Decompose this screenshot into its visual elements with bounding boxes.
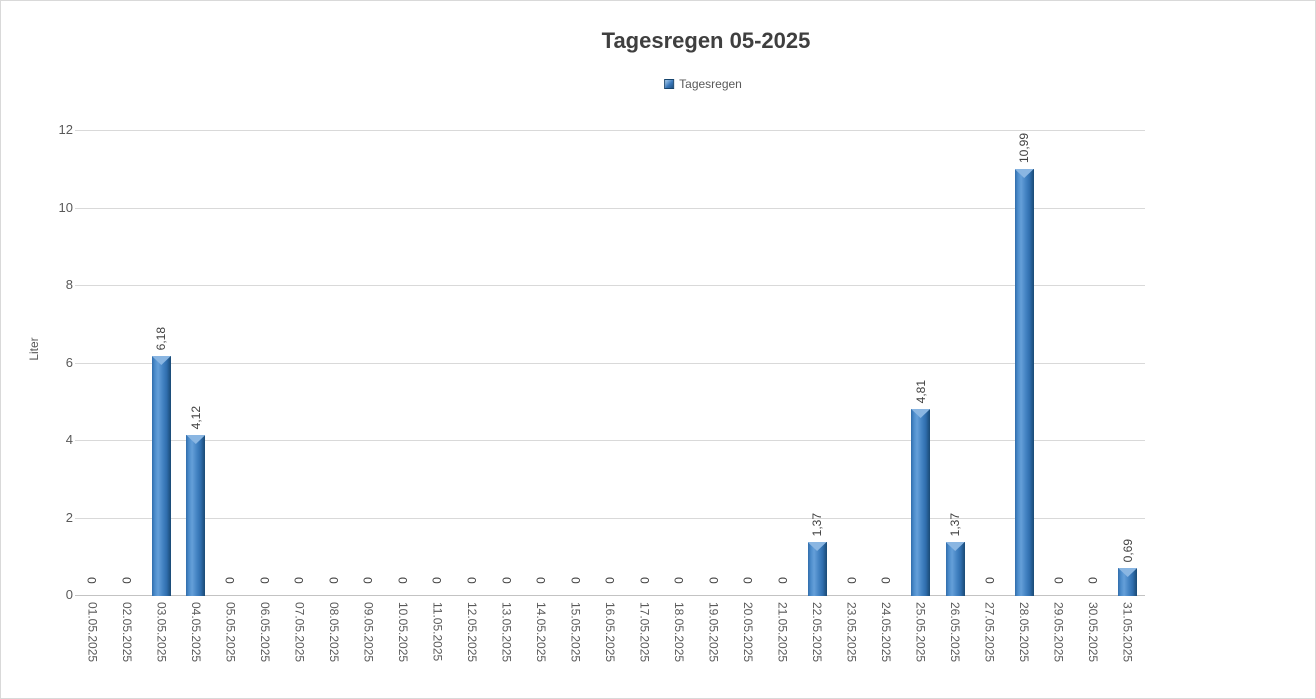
- bar: [151, 356, 171, 596]
- bar: [186, 435, 206, 596]
- x-axis-label: 12.05.2025: [464, 602, 479, 663]
- gridline: [75, 440, 1145, 441]
- zero-value-label: 0: [292, 577, 307, 584]
- x-axis-label: 24.05.2025: [879, 602, 894, 663]
- x-axis-label: 28.05.2025: [1017, 602, 1032, 663]
- x-axis-label: 16.05.2025: [603, 602, 617, 663]
- x-axis-label: 27.05.2025: [982, 602, 997, 663]
- gridline: [75, 130, 1145, 131]
- zero-value-label: 0: [603, 577, 617, 584]
- zero-value-label: 0: [534, 577, 548, 584]
- x-axis-label: 03.05.2025: [154, 602, 169, 663]
- x-axis-label: 06.05.2025: [257, 602, 272, 663]
- legend: Tagesregen: [664, 77, 742, 91]
- zero-value-label: 0: [637, 577, 652, 584]
- gridline: [75, 517, 1145, 519]
- zero-value-label: 0: [775, 577, 790, 584]
- x-axis-label: 08.05.2025: [326, 602, 341, 663]
- x-axis-label: 11.05.2025: [430, 602, 445, 662]
- zero-value-label: 0: [430, 577, 445, 584]
- x-axis-label: 07.05.2025: [292, 602, 307, 663]
- bar: [807, 542, 827, 596]
- zero-value-label: 0: [257, 577, 272, 584]
- x-axis-label: 13.05.2025: [499, 602, 514, 663]
- x-axis-label: 15.05.2025: [568, 602, 583, 663]
- x-axis-label: 31.05.2025: [1120, 602, 1135, 663]
- y-tick-label: 10: [58, 199, 73, 215]
- legend-swatch-icon: [664, 79, 675, 89]
- y-tick-label: 6: [65, 354, 73, 370]
- bar: [1014, 169, 1034, 596]
- x-axis-label: 17.05.2025: [637, 602, 652, 663]
- zero-value-label: 0: [361, 577, 376, 584]
- x-axis-label: 04.05.2025: [188, 602, 203, 663]
- x-axis-label: 22.05.2025: [810, 602, 825, 663]
- bar-value-label: 4,81: [913, 379, 928, 403]
- x-axis-label: 26.05.2025: [948, 602, 963, 663]
- zero-value-label: 0: [568, 577, 583, 584]
- y-tick-label: 4: [65, 432, 73, 447]
- bar-value-label: 1,37: [810, 512, 825, 536]
- x-axis-label: 25.05.2025: [913, 602, 928, 663]
- zero-value-label: 0: [499, 577, 514, 584]
- bar: [945, 542, 965, 596]
- bar-value-label: 4,12: [188, 405, 203, 429]
- zero-value-label: 0: [395, 577, 410, 584]
- zero-value-label: 0: [464, 577, 479, 584]
- zero-value-label: 0: [223, 577, 238, 584]
- zero-value-label: 0: [844, 577, 859, 584]
- x-axis-label: 20.05.2025: [741, 602, 756, 663]
- zero-value-label: 0: [879, 577, 894, 584]
- bar-value-label: 1,37: [948, 512, 963, 536]
- y-tick-label: 12: [58, 122, 73, 137]
- bar: [1118, 568, 1138, 596]
- zero-value-label: 0: [1086, 577, 1101, 584]
- x-axis-label: 14.05.2025: [534, 602, 548, 663]
- zero-value-label: 0: [326, 577, 341, 584]
- x-axis-label: 19.05.2025: [706, 602, 721, 663]
- y-tick-label: 2: [65, 509, 73, 525]
- zero-value-label: 0: [1051, 577, 1066, 584]
- x-axis-label: 10.05.2025: [395, 602, 410, 663]
- x-axis-line: [75, 595, 1145, 596]
- x-axis-label: 18.05.2025: [672, 602, 686, 663]
- zero-value-label: 0: [672, 577, 686, 584]
- legend-label: Tagesregen: [679, 77, 742, 91]
- x-axis-label: 21.05.2025: [775, 602, 790, 663]
- bar-value-label: 0,69: [1120, 538, 1135, 562]
- gridline: [75, 362, 1145, 364]
- chart-title: Tagesregen 05-2025: [601, 28, 811, 53]
- x-axis-label: 29.05.2025: [1051, 602, 1066, 663]
- x-axis-label: 23.05.2025: [844, 602, 859, 663]
- gridline: [75, 285, 1145, 286]
- x-axis-label: 05.05.2025: [223, 602, 238, 663]
- bar-value-label: 6,18: [154, 326, 169, 350]
- y-tick-label: 0: [65, 587, 73, 602]
- x-axis-label: 30.05.2025: [1086, 602, 1101, 663]
- x-axis-label: 01.05.2025: [85, 602, 100, 663]
- x-axis-label: 02.05.2025: [119, 602, 134, 663]
- bar-value-label: 10,99: [1017, 132, 1032, 163]
- zero-value-label: 0: [982, 577, 997, 584]
- y-tick-label: 8: [65, 277, 73, 292]
- gridline: [75, 207, 1145, 209]
- x-axis-label: 09.05.2025: [361, 602, 376, 663]
- zero-value-label: 0: [85, 577, 100, 584]
- zero-value-label: 0: [706, 577, 721, 584]
- bar: [911, 409, 931, 596]
- zero-value-label: 0: [119, 577, 134, 584]
- zero-value-label: 0: [741, 577, 756, 584]
